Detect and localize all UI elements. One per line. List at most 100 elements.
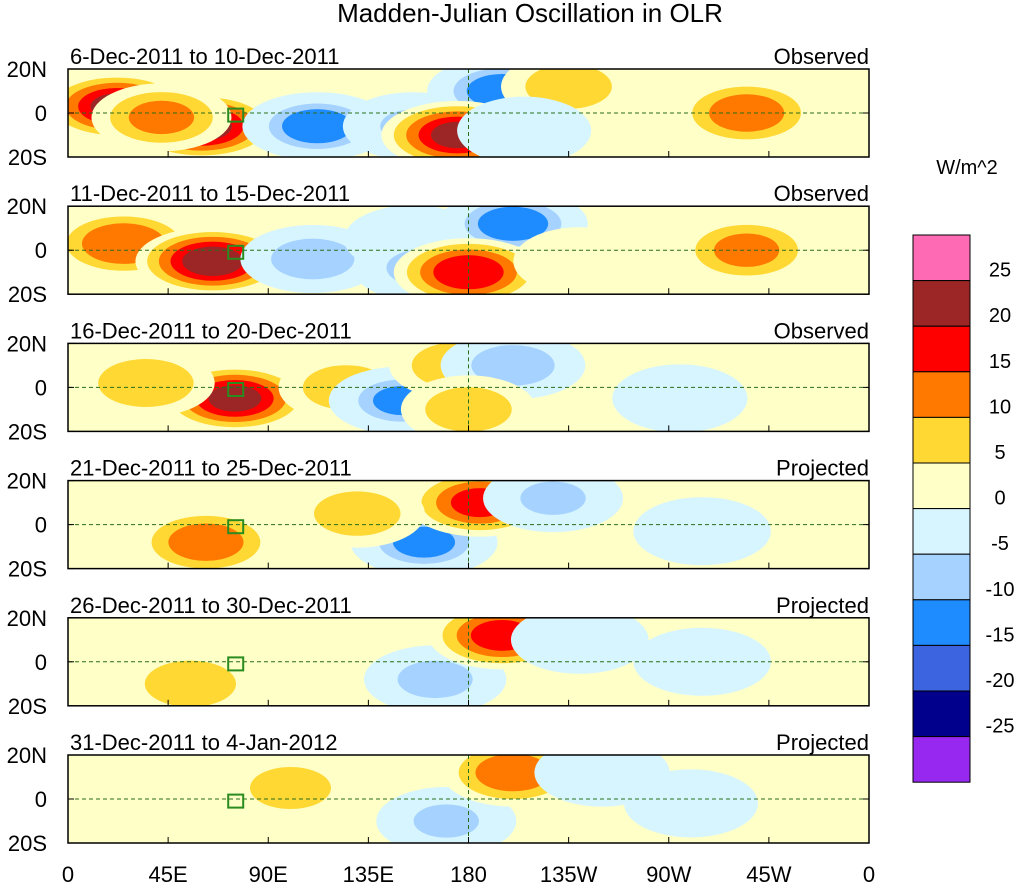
panel-period-label: 6-Dec-2011 to 10-Dec-2011	[70, 44, 339, 69]
anomaly-center	[483, 480, 624, 533]
contour-level	[483, 109, 565, 152]
x-axis: 0 45E 90E 135E 180 135W 90W 45W 0	[62, 862, 875, 887]
panel-kind-label: Observed	[774, 44, 869, 69]
panel-kind-label: Projected	[776, 730, 869, 755]
contour-level	[713, 233, 780, 267]
y-tick-label: 20S	[8, 145, 47, 170]
anomaly-center	[440, 343, 586, 400]
panel-period-label: 16-Dec-2011 to 20-Dec-2011	[70, 318, 352, 343]
contour-level	[208, 385, 262, 412]
panel-kind-label: Observed	[774, 318, 869, 343]
panel-period-label: 21-Dec-2011 to 25-Dec-2011	[70, 456, 352, 481]
x-tick-label: 0	[62, 862, 74, 887]
contour-level	[532, 617, 628, 664]
anomaly-center	[633, 497, 771, 566]
panel-2: 11-Dec-2011 to 15-Dec-2011 Observed 20N 0 20…	[7, 181, 870, 307]
colorbar-swatch	[912, 690, 971, 738]
colorbar-swatch	[912, 234, 971, 282]
colorbar-swatch	[912, 371, 971, 418]
colorbar-swatch	[912, 736, 971, 783]
y-tick-label: 20S	[8, 419, 47, 444]
y-tick-label: 0	[35, 787, 47, 812]
contour-level	[98, 359, 194, 407]
contour-level	[636, 376, 724, 421]
contour-level	[650, 782, 732, 825]
contour-level	[475, 755, 551, 792]
contour-level	[654, 637, 750, 686]
panel-kind-label: Observed	[774, 181, 869, 206]
anomaly-center	[612, 364, 748, 432]
contour-level	[413, 804, 479, 838]
anomaly-center	[633, 627, 771, 696]
colorbar-tick-label: -5	[991, 533, 1009, 555]
contour-level	[128, 100, 195, 135]
contour-level	[397, 660, 473, 699]
y-tick-label: 20N	[7, 331, 47, 356]
y-tick-label: 20N	[7, 194, 47, 219]
y-tick-label: 0	[35, 101, 47, 126]
panel-5: 26-Dec-2011 to 30-Dec-2011 Projected 20N 0 2…	[7, 593, 870, 719]
contour-level	[558, 755, 646, 795]
contour-level	[168, 523, 244, 561]
contour-level	[182, 246, 244, 276]
y-tick-label: 20S	[8, 557, 47, 582]
colorbar-tick-label: 10	[989, 396, 1011, 418]
region-box	[227, 244, 245, 260]
colorbar-tick-label: 15	[989, 351, 1011, 373]
anomaly-field	[68, 69, 818, 157]
panel-period-label: 31-Dec-2011 to 4-Jan-2012	[70, 730, 337, 755]
anomaly-center	[77, 349, 215, 417]
x-tick-label: 135E	[343, 862, 394, 887]
contour-level	[654, 507, 750, 556]
y-tick-label: 20S	[8, 694, 47, 719]
region-box	[227, 382, 245, 397]
anomaly-center	[158, 364, 311, 432]
colorbar-tick-label: -10	[986, 579, 1015, 601]
colorbar-tick-label: 0	[994, 488, 1005, 510]
colorbar-tick-label: -20	[986, 670, 1015, 692]
colorbar-swatch	[912, 599, 971, 646]
x-tick-label: 90W	[646, 862, 691, 887]
region-box	[227, 519, 245, 535]
contour-level	[314, 491, 401, 536]
colorbar-tick-label: -15	[986, 624, 1015, 646]
anomaly-center	[289, 480, 425, 548]
anomaly-field	[68, 206, 817, 295]
anomaly-field	[77, 343, 748, 432]
contour-level	[250, 767, 331, 809]
colorbar-tick-label: -25	[986, 716, 1015, 738]
colorbar: 25 20 15 10 5 0 -5 -10 -15 -20 -25	[912, 234, 1015, 783]
y-tick-label: 0	[35, 650, 47, 675]
anomaly-center	[134, 508, 278, 569]
anomaly-center	[675, 79, 818, 147]
colorbar-tick-label: 5	[994, 442, 1005, 464]
x-tick-label: 90E	[249, 862, 288, 887]
anomaly-field	[223, 755, 758, 843]
anomaly-center	[624, 769, 758, 838]
x-tick-label: 180	[450, 862, 487, 887]
contour-level	[271, 238, 355, 280]
anomaly-center	[457, 96, 592, 157]
chart-title: Madden-Julian Oscillation in OLR	[337, 0, 723, 28]
anomaly-center	[676, 216, 817, 285]
y-tick-label: 20N	[7, 57, 47, 82]
contour-level	[477, 206, 549, 241]
region-box	[227, 793, 245, 809]
y-tick-label: 20S	[8, 831, 47, 856]
anomaly-center	[510, 617, 649, 674]
contour-level	[471, 345, 555, 386]
anomaly-center	[91, 83, 232, 152]
contour-level	[513, 227, 647, 295]
panel-kind-label: Projected	[776, 456, 869, 481]
anomaly-center	[513, 227, 647, 295]
anomaly-center	[122, 649, 259, 706]
y-tick-label: 20N	[7, 743, 47, 768]
x-tick-label: 45E	[149, 862, 188, 887]
contour-level	[709, 94, 785, 132]
anomaly-center	[223, 755, 358, 822]
y-tick-label: 20S	[8, 282, 47, 307]
colorbar-unit-label: W/m^2	[936, 157, 998, 179]
y-tick-label: 0	[35, 513, 47, 538]
region-box	[227, 107, 245, 123]
